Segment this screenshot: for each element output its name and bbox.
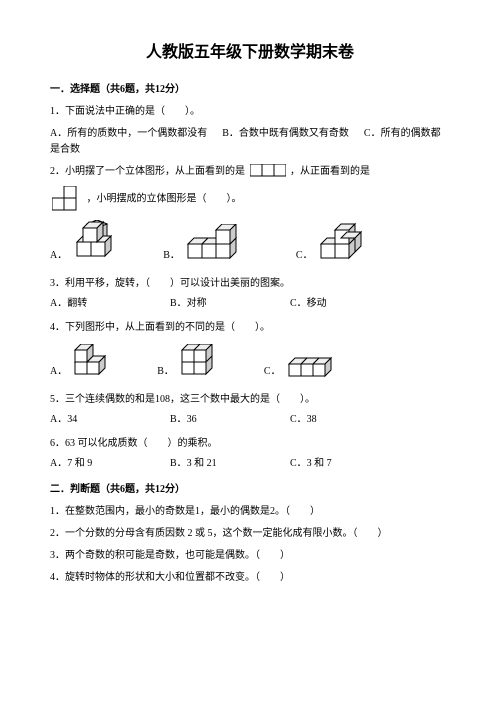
q2-optA: A． [50,248,67,264]
q2-optA-wrap: A． [50,220,123,264]
q6-opts: A．7 和 9 B．3 和 21 C．3 和 7 [50,456,450,472]
q2-line2: ，小明摆成的立体图形是（ ）。 [50,186,450,212]
page-title: 人教版五年级下册数学期末卷 [50,40,450,66]
cube-figure-b-icon [186,224,256,264]
q6-optB: B．3 和 21 [170,456,230,472]
q4-optB: B． [157,364,174,380]
q5-optB: B．36 [170,412,230,428]
q2-stem1: 2．小明摆了一个立体图形，从上面看到的是 [50,166,245,177]
q5-stem: 5．三个连续偶数的和是108，这三个数中最大的是（ ）。 [50,392,450,408]
q3-opts: A．翻转 B．对称 C．移动 [50,296,450,312]
q3-optB: B．对称 [170,296,230,312]
s2-q3: 3．两个奇数的积可能是奇数，也可能是偶数。（ ） [50,548,450,564]
s2-q2: 2．一个分数的分母含有质因数 2 或 5，这个数一定能化成有限小数。（ ） [50,526,450,542]
q4-stem: 4．下列图形中，从上面看到的不同的是（ ）。 [50,320,450,336]
q2-optC-wrap: C． [296,220,373,264]
q4-optC-wrap: C． [264,356,343,380]
q1-optA: A．所有的质数中，一个偶数都没有 [50,128,207,139]
q1-optB: B．合数中既有偶数又有奇数 [222,128,349,139]
q2-stem3: ，小明摆成的立体图形是（ ）。 [87,193,242,204]
q2-optB: B． [163,248,180,264]
q5-opts: A．34 B．36 C．38 [50,412,450,428]
q2-line1: 2．小明摆了一个立体图形，从上面看到的是 ，从正面看到的是 [50,164,450,180]
q3-optA: A．翻转 [50,296,110,312]
q3-stem: 3．利用平移，旋转，（ ）可以设计出美丽的图案。 [50,276,450,292]
q2-stem2: ，从正面看到的是 [290,166,370,177]
q3-optC: C．移动 [290,296,350,312]
q6-stem: 6．63 可以化成质数（ ）的乘积。 [50,436,450,452]
q1-stem: 1．下面说法中正确的是（ ）。 [50,104,450,120]
front-view-icon [52,186,82,212]
q4-optA: A． [50,364,67,380]
section1-heading: 一．选择题（共6题，共12分） [50,82,450,98]
q2-optC: C． [296,248,313,264]
q6-optA: A．7 和 9 [50,456,110,472]
cube-figure-a-icon [73,220,123,264]
cube-figure-a2-icon [73,344,117,380]
q5-optC: C．38 [290,412,350,428]
q4-options: A． B． [50,344,450,380]
q1-opts: A．所有的质数中，一个偶数都没有 B．合数中既有偶数又有奇数 C．所有的偶数都是… [50,126,450,158]
cube-figure-b2-icon [180,344,224,380]
q2-options: A． [50,220,450,264]
s2-q1: 1．在整数范围内，最小的奇数是1，最小的偶数是2。（ ） [50,504,450,520]
q4-optC: C． [264,364,281,380]
q4-optA-wrap: A． [50,344,117,380]
section2-heading: 二．判断题（共6题，共12分） [50,482,450,498]
top-view-icon [250,164,286,178]
q6-optC: C．3 和 7 [290,456,350,472]
s2-q4: 4．旋转时物体的形状和大小和位置都不改变。（ ） [50,570,450,586]
q2-optB-wrap: B． [163,224,256,264]
q5-optA: A．34 [50,412,110,428]
cube-figure-c-icon [319,220,373,264]
cube-figure-c2-icon [287,356,343,380]
q4-optB-wrap: B． [157,344,224,380]
